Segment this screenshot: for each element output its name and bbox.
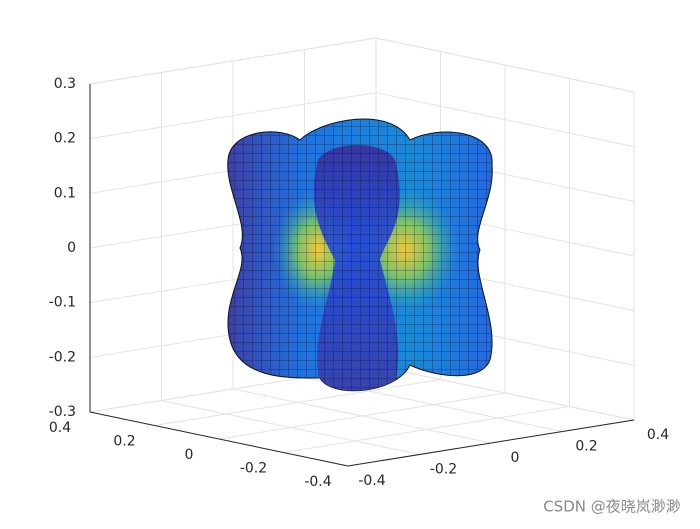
grid-line — [154, 379, 441, 426]
y-tick-label: -0.4 — [304, 474, 331, 490]
y-tick-label: 0.4 — [49, 420, 71, 436]
grid-line — [218, 392, 506, 440]
x-tick-label: -0.2 — [430, 462, 457, 478]
z-tick-label: -0.3 — [49, 404, 76, 420]
box-edge — [89, 37, 377, 85]
x-tick-label: 0.4 — [647, 427, 669, 443]
watermark: CSDN @夜晓岚渺渺 — [543, 498, 681, 516]
y-tick-label: -0.2 — [240, 461, 267, 477]
surface — [227, 118, 493, 392]
z-tick-label: 0.2 — [54, 131, 76, 147]
y-axis — [89, 411, 349, 467]
box-edge — [375, 37, 635, 93]
z-tick-label: 0.1 — [54, 185, 76, 201]
grid-line — [375, 365, 635, 421]
grid-line — [283, 406, 570, 453]
y-tick-label: 0 — [185, 447, 194, 463]
x-tick-label: -0.4 — [358, 473, 385, 489]
z-tick-label: -0.1 — [49, 295, 76, 311]
z-tick-label: 0.3 — [54, 76, 76, 92]
x-tick-label: 0 — [511, 450, 520, 466]
x-axis — [347, 419, 635, 467]
y-tick-label: 0.2 — [113, 434, 135, 450]
z-tick-label: 0 — [67, 240, 76, 256]
tick-labels: -0.4-0.200.20.4-0.4-0.200.20.4-0.3-0.2-0… — [49, 76, 670, 490]
surface-shading — [227, 119, 493, 391]
grid-line — [89, 92, 377, 140]
x-tick-label: 0.2 — [575, 439, 597, 455]
z-tick-label: -0.2 — [49, 349, 76, 365]
grid-line — [375, 92, 635, 148]
